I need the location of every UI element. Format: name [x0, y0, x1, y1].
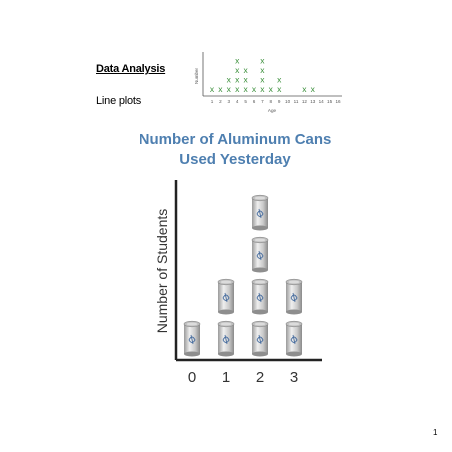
x-mark: x: [311, 84, 316, 94]
aluminum-cans-pictograph: Number of Aluminum Cans Used Yesterday Num…: [140, 131, 331, 386]
mini-tick-label: 9: [278, 99, 281, 104]
x-mark: x: [243, 65, 248, 75]
page-number: 1: [433, 428, 438, 437]
x-mark: x: [243, 84, 248, 94]
can-icon: [251, 194, 269, 231]
x-mark: x: [218, 84, 223, 94]
mini-tick-label: 3: [228, 99, 231, 104]
x-mark: x: [302, 84, 307, 94]
can-icon: [251, 320, 269, 357]
chart-title-line: Used Yesterday: [179, 151, 291, 168]
can-icon: [285, 278, 303, 315]
can-icon: [251, 236, 269, 273]
mini-tick-label: 16: [335, 99, 341, 104]
can-icon: [217, 278, 235, 315]
x-mark: x: [277, 84, 282, 94]
x-mark: x: [252, 84, 257, 94]
x-mark: x: [243, 75, 248, 85]
y-axis-label: Number of Students: [154, 209, 170, 334]
x-mark: x: [260, 75, 265, 85]
x-mark: x: [210, 84, 215, 94]
mini-tick-label: 13: [310, 99, 316, 104]
chart-title-line: Number of Aluminum Cans: [140, 131, 331, 148]
mini-tick-label: 7: [261, 99, 264, 104]
x-mark: x: [260, 84, 265, 94]
mini-tick-label: 4: [236, 99, 239, 104]
x-mark: x: [277, 75, 282, 85]
mini-y-axis-label: Number: [194, 68, 199, 85]
mini-tick-label: 15: [327, 99, 333, 104]
mini-tick-label: 11: [294, 99, 299, 104]
mini-tick-label: 2: [219, 99, 222, 104]
mini-tick-label: 12: [302, 99, 308, 104]
x-mark: x: [227, 84, 232, 94]
mini-tick-label: 1: [211, 99, 214, 104]
can-icon: [285, 320, 303, 357]
mini-tick-label: 6: [253, 99, 256, 104]
slide-subheading: Line plots: [96, 95, 142, 107]
x-mark: x: [260, 65, 265, 75]
x-tick-label: 3: [290, 369, 298, 386]
mini-tick-label: 14: [319, 99, 325, 104]
x-mark: x: [269, 84, 274, 94]
x-mark: x: [235, 56, 240, 66]
x-tick-label: 2: [256, 369, 264, 386]
can-icon: [217, 320, 235, 357]
mini-tick-label: 5: [244, 99, 247, 104]
slide-heading: Data Analysis: [96, 63, 166, 75]
x-mark: x: [227, 75, 232, 85]
mini-tick-label: 10: [285, 99, 291, 104]
x-tick-label: 0: [188, 369, 196, 386]
mini-tick-label: 8: [270, 99, 273, 104]
x-tick-label: 1: [222, 369, 230, 386]
can-icon: [183, 320, 201, 357]
mini-x-axis-label: Age: [268, 108, 277, 113]
x-mark: x: [235, 65, 240, 75]
x-mark: x: [235, 75, 240, 85]
can-icon: [251, 278, 269, 315]
x-mark: x: [260, 56, 265, 66]
x-mark: x: [235, 84, 240, 94]
